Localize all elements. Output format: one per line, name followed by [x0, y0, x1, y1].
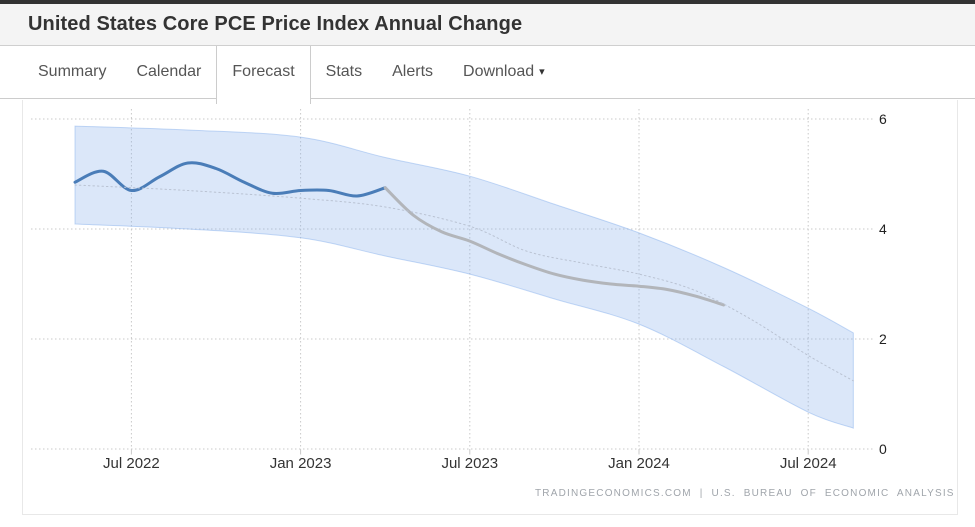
y-axis-label: 4 [879, 221, 887, 237]
tab-forecast[interactable]: Forecast [216, 46, 311, 104]
attribution: TRADINGECONOMICS.COM | U.S. BUREAU OF EC… [535, 488, 955, 499]
actual-line [73, 161, 387, 198]
tab-alerts[interactable]: Alerts [392, 63, 434, 80]
x-axis-label: Jul 2023 [441, 455, 498, 472]
tab-bar: Summary Calendar Forecast Stats Alerts D… [0, 46, 975, 104]
tab-calendar[interactable]: Calendar [136, 63, 202, 80]
y-axis-label: 2 [879, 331, 887, 347]
chevron-down-icon: ▾ [539, 66, 545, 78]
page-title: United States Core PCE Price Index Annua… [28, 13, 523, 35]
y-axis-label: 0 [879, 441, 887, 457]
x-axis-label: Jan 2023 [270, 455, 332, 472]
tab-summary[interactable]: Summary [38, 63, 107, 80]
forecast-chart: 0 2 4 6 Jul 2022 Jan 2023 Jul 2023 Jan 2024 Jul … [22, 100, 958, 515]
forecast-midline-line [74, 184, 854, 382]
x-axis-label: Jul 2022 [103, 455, 160, 472]
x-axis-label: Jul 2024 [780, 455, 837, 472]
tab-download[interactable]: Download ▾ [448, 46, 560, 98]
forecast-line [383, 186, 726, 307]
tab-download-label: Download [463, 63, 535, 80]
chart-canvas[interactable]: 0 2 4 6 Jul 2022 Jan 2023 Jul 2023 Jan 2024 Jul … [23, 100, 957, 514]
x-axis-label: Jan 2024 [608, 455, 670, 472]
tab-stats[interactable]: Stats [325, 63, 363, 80]
forecast-range [74, 125, 854, 429]
panel-header: United States Core PCE Price Index Annua… [0, 0, 975, 46]
y-axis-label: 6 [879, 111, 887, 127]
